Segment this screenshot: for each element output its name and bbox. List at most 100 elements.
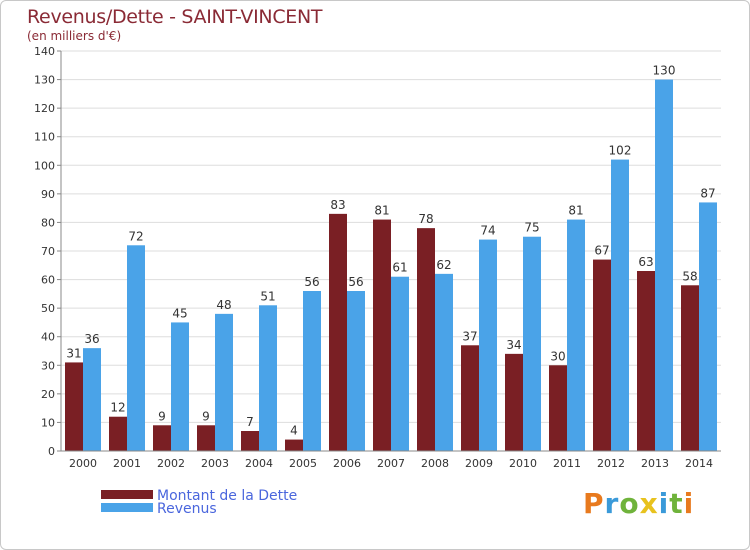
revenus-value-label-2010: 75 [524, 221, 539, 235]
chart-subtitle: (en milliers d'€) [27, 29, 122, 43]
dette-bar-2009 [461, 345, 479, 451]
x-tick-label-2002: 2002 [157, 457, 185, 470]
revenus-bar-2004 [259, 305, 277, 451]
y-tick-label: 80 [41, 216, 55, 229]
x-tick-label-2004: 2004 [245, 457, 273, 470]
dette-value-label-2012: 67 [594, 244, 609, 258]
dette-bar-2011 [549, 365, 567, 451]
logo-letter: r [604, 487, 620, 520]
x-tick-label-2008: 2008 [421, 457, 449, 470]
revenus-value-label-2007: 61 [392, 261, 407, 275]
x-tick-label-2010: 2010 [509, 457, 537, 470]
legend-label-0: Montant de la Dette [157, 488, 297, 504]
dette-value-label-2005: 4 [290, 424, 298, 438]
dette-bar-2005 [285, 439, 303, 451]
x-tick-label-2001: 2001 [113, 457, 141, 470]
revenus-bar-2012 [611, 159, 629, 452]
y-tick-label: 60 [41, 274, 55, 287]
x-tick-label-2013: 2013 [641, 457, 669, 470]
dette-value-label-2014: 58 [682, 269, 697, 283]
y-tick-label: 90 [41, 188, 55, 201]
dette-bar-2010 [505, 353, 523, 451]
y-tick-label: 0 [48, 445, 55, 458]
dette-bar-2013 [637, 271, 655, 451]
dette-bar-2001 [109, 416, 127, 451]
dette-value-label-2007: 81 [374, 204, 389, 218]
x-tick-label-2011: 2011 [553, 457, 581, 470]
y-tick-label: 20 [41, 388, 55, 401]
logo-letter: i [658, 487, 670, 520]
dette-value-label-2000: 31 [66, 346, 81, 360]
dette-bar-2002 [153, 425, 171, 451]
revenus-value-label-2003: 48 [216, 298, 231, 312]
y-tick-label: 40 [41, 331, 55, 344]
y-tick-label: 50 [41, 302, 55, 315]
logo-letter: x [639, 487, 659, 520]
dette-bar-2008 [417, 228, 435, 451]
dette-value-label-2009: 37 [462, 329, 477, 343]
revenus-bar-2007 [391, 276, 409, 451]
proxiti-logo: Proxiti [583, 487, 694, 520]
revenus-bar-2005 [303, 291, 321, 451]
dette-bar-2006 [329, 213, 347, 451]
dette-bar-2007 [373, 219, 391, 451]
revenus-value-label-2008: 62 [436, 258, 451, 272]
y-tick-label: 140 [34, 45, 55, 58]
legend-label-1: Revenus [157, 501, 217, 517]
revenus-value-label-2014: 87 [700, 186, 715, 200]
revenus-value-label-2005: 56 [304, 275, 319, 289]
logo-letter: P [583, 487, 605, 520]
y-tick-label: 130 [34, 74, 55, 87]
revenus-value-label-2012: 102 [609, 144, 632, 158]
x-tick-label-2006: 2006 [333, 457, 361, 470]
revenus-value-label-2000: 36 [84, 332, 99, 346]
y-tick-label: 70 [41, 245, 55, 258]
y-tick-label: 120 [34, 102, 55, 115]
dette-value-label-2004: 7 [246, 415, 254, 429]
revenus-bar-2001 [127, 245, 145, 451]
dette-bar-2012 [593, 259, 611, 451]
revenus-bar-2000 [83, 348, 101, 451]
logo-letter: t [669, 487, 684, 520]
chart-title: Revenus/Dette - SAINT-VINCENT [27, 6, 323, 28]
x-tick-label-2003: 2003 [201, 457, 229, 470]
y-axis: 0 10 20 30 40 50 60 70 80 90 100 110 120 130 140 [34, 45, 62, 458]
dette-value-label-2001: 12 [110, 401, 125, 415]
x-tick-label-2000: 2000 [69, 457, 97, 470]
x-tick-label-2014: 2014 [685, 457, 713, 470]
dette-bar-2014 [681, 285, 699, 451]
x-tick-label-2005: 2005 [289, 457, 317, 470]
x-tick-label-2009: 2009 [465, 457, 493, 470]
revenus-value-label-2001: 72 [128, 229, 143, 243]
y-tick-label: 110 [34, 131, 55, 144]
legend-swatch-0 [101, 490, 153, 499]
revenus-bar-2014 [699, 202, 717, 451]
logo-letter: i [683, 487, 695, 520]
revenus-value-label-2009: 74 [480, 224, 495, 238]
revenus-value-label-2013: 130 [653, 64, 676, 78]
revenus-bar-2009 [479, 239, 497, 451]
revenus-bar-2002 [171, 322, 189, 451]
dette-bar-2000 [65, 362, 83, 451]
y-tick-label: 30 [41, 359, 55, 372]
revenus-value-label-2006: 56 [348, 275, 363, 289]
x-tick-label-2007: 2007 [377, 457, 405, 470]
revenus-value-label-2004: 51 [260, 289, 275, 303]
legend-swatch-1 [101, 503, 153, 512]
revenus-bar-2011 [567, 219, 585, 451]
y-tick-label: 10 [41, 416, 55, 429]
dette-value-label-2010: 34 [506, 338, 521, 352]
x-tick-label-2012: 2012 [597, 457, 625, 470]
dette-value-label-2002: 9 [158, 409, 166, 423]
revenus-bar-2010 [523, 236, 541, 451]
dette-value-label-2013: 63 [638, 255, 653, 269]
dette-value-label-2011: 30 [550, 349, 565, 363]
revenus-bar-2006 [347, 291, 365, 451]
x-axis: 2000 2001 2002 2003 2004 2005 2006 2007 2008 2009… [61, 450, 721, 470]
revenus-bar-2013 [655, 79, 673, 452]
dette-bar-2003 [197, 425, 215, 451]
